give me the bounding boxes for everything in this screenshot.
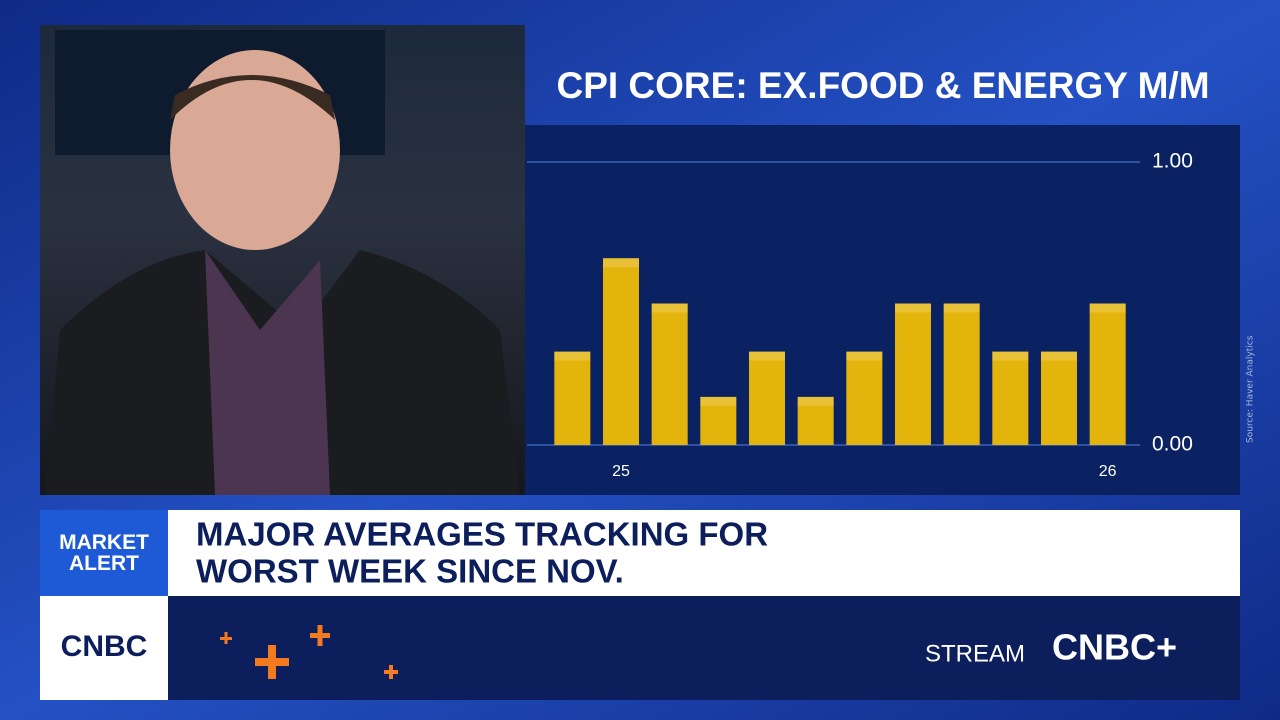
bar bbox=[846, 351, 883, 445]
bar bbox=[1040, 351, 1078, 445]
logo-box bbox=[40, 596, 168, 700]
person-head bbox=[170, 50, 340, 250]
bar bbox=[602, 258, 640, 445]
bar-cap bbox=[1040, 351, 1078, 361]
headline-line: WORST WEEK SINCE NOV. bbox=[196, 553, 624, 590]
bar bbox=[554, 351, 591, 445]
chart-title: CPI CORE: EX.FOOD & ENERGY M/M bbox=[556, 65, 1209, 106]
y-tick-label: 0.00 bbox=[1152, 433, 1193, 456]
bar-cap bbox=[1089, 303, 1126, 313]
bar-cap bbox=[700, 396, 737, 406]
video-feed bbox=[40, 25, 525, 495]
x-tick-label: 26 bbox=[1099, 463, 1117, 480]
bar bbox=[1089, 303, 1126, 445]
bar bbox=[700, 396, 737, 445]
decor-plus bbox=[220, 625, 398, 679]
logo: CNBC bbox=[61, 630, 148, 663]
y-tick-label: 1.00 bbox=[1152, 150, 1193, 173]
person-sweater bbox=[205, 250, 330, 495]
bar-cap bbox=[846, 351, 883, 361]
bar bbox=[943, 303, 980, 445]
bar-cap bbox=[797, 396, 834, 406]
bar-cap bbox=[602, 258, 640, 268]
bar bbox=[894, 303, 932, 445]
bar-cap bbox=[651, 303, 688, 313]
headline-line: MAJOR AVERAGES TRACKING FOR bbox=[196, 516, 768, 553]
alert-tag bbox=[40, 510, 168, 596]
stream-logo: CNBC+ bbox=[1052, 627, 1177, 668]
chart-source: Source: Haver Analytics bbox=[1246, 335, 1256, 443]
bar bbox=[992, 351, 1029, 445]
bar-cap bbox=[943, 303, 980, 313]
footer-bar bbox=[168, 596, 1240, 700]
bar-cap bbox=[894, 303, 932, 313]
bar bbox=[797, 396, 834, 445]
plot: 0.00 1.00 25 26 bbox=[527, 150, 1193, 480]
alert-tag-text: MARKET ALERT bbox=[59, 531, 149, 575]
person-hair bbox=[170, 75, 335, 120]
x-tick-label: 25 bbox=[612, 463, 630, 480]
bar-cap bbox=[554, 351, 591, 361]
bar bbox=[651, 303, 688, 445]
bar bbox=[748, 351, 786, 445]
bar-cap bbox=[748, 351, 786, 361]
headline-box bbox=[168, 510, 1240, 596]
bar-cap bbox=[992, 351, 1029, 361]
stream-label: STREAM bbox=[925, 640, 1025, 667]
